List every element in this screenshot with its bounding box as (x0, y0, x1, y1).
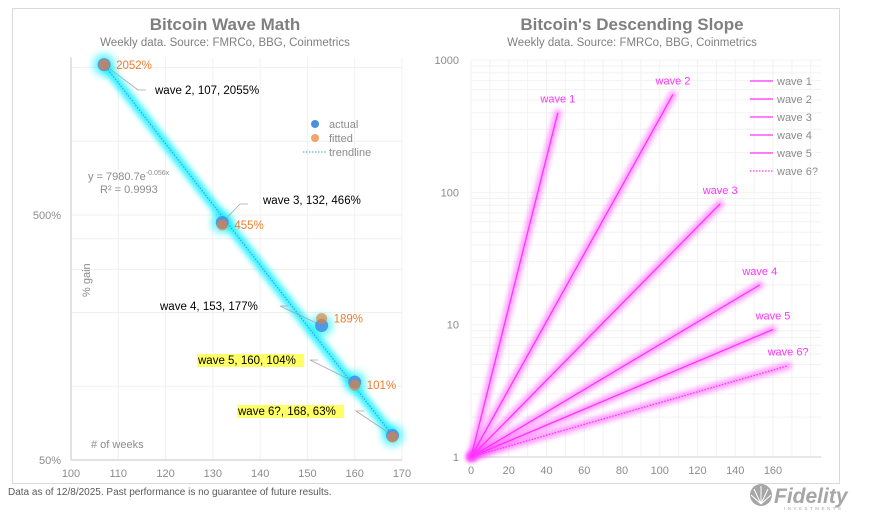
x-tick-label: 140 (726, 465, 744, 477)
fitted-label: 101% (367, 380, 396, 392)
series-label: wave 6? (767, 347, 809, 359)
x-tick-label: 100 (62, 468, 80, 480)
x-tick-label: 150 (298, 468, 316, 480)
series-label: wave 3 (702, 185, 738, 197)
x-tick-label: 0 (468, 465, 474, 477)
series-line (470, 328, 774, 458)
legend-trendline-label: trendline (329, 147, 371, 159)
legend-label: wave 3 (776, 112, 812, 124)
legend-label: wave 6? (776, 166, 818, 178)
annotation-leader (103, 64, 146, 91)
right-chart-title: Bitcoin's Descending Slope (520, 15, 743, 34)
y-tick-label: 100 (441, 187, 459, 199)
annotation-leader (309, 359, 355, 383)
y-tick-label: 10 (447, 320, 459, 332)
annotation-label: wave 2, 107, 2055% (154, 85, 259, 97)
x-tick-label: 80 (616, 465, 628, 477)
x-tick-label: 40 (540, 465, 552, 477)
legend-label: wave 1 (776, 76, 812, 88)
trendline (103, 64, 393, 436)
annotation-label: wave 4, 153, 177% (159, 301, 258, 313)
x-tick-label: 140 (251, 468, 269, 480)
y-tick-label: 50% (39, 455, 61, 467)
annotation-label: wave 6?, 168, 63% (237, 406, 336, 418)
fitted-label: 2052% (116, 60, 152, 72)
x-tick-label: 120 (156, 468, 174, 480)
x-tick-label: 160 (764, 465, 782, 477)
equation-exponent: -0.056x (146, 170, 170, 177)
annotation-leader (354, 410, 393, 436)
series-line (470, 284, 761, 458)
fitted-point (387, 431, 399, 443)
legend-fitted-label: fitted (329, 133, 353, 145)
series-label: wave 1 (539, 94, 575, 106)
legend-actual-label: actual (329, 119, 358, 131)
legend-actual-marker (311, 120, 319, 128)
fitted-point (98, 59, 110, 71)
left-chart-title: Bitcoin Wave Math (150, 15, 301, 34)
series-line (470, 365, 789, 458)
fidelity-logo: Fidelity INVESTMENTS (748, 482, 872, 512)
x-axis-title: # of weeks (91, 439, 144, 451)
svg-text:INVESTMENTS: INVESTMENTS (784, 506, 844, 511)
legend-label: wave 2 (776, 94, 812, 106)
annotation-leader (279, 305, 322, 326)
annotation-leader (222, 203, 248, 223)
annotation-label: wave 3, 132, 466% (262, 195, 361, 207)
x-tick-label: 110 (110, 468, 128, 480)
series-label: wave 5 (755, 310, 791, 322)
annotation-highlight (237, 405, 345, 418)
series-line (470, 94, 674, 458)
y-axis-title: % gain (81, 263, 93, 297)
x-tick-label: 60 (578, 465, 590, 477)
r-squared: R² = 0.9993 (100, 184, 158, 196)
left-chart-subtitle: Weekly data. Source: FMRCo, BBG, Coinmet… (100, 37, 350, 49)
annotation-highlight (197, 354, 305, 367)
x-tick-label: 160 (346, 468, 364, 480)
series-label: wave 2 (655, 75, 691, 87)
x-tick-label: 130 (204, 468, 222, 480)
y-tick-label: 1000 (435, 55, 459, 67)
x-tick-label: 170 (393, 468, 411, 480)
trendline-equation: y = 7980.7e-0.056x (88, 170, 170, 183)
annotation-label: wave 5, 160, 104% (197, 355, 296, 367)
chart-frame (12, 8, 840, 484)
x-tick-label: 100 (651, 465, 669, 477)
fitted-point (216, 219, 228, 231)
legend-label: wave 4 (776, 130, 812, 142)
fitted-point (316, 313, 328, 325)
svg-text:Fidelity: Fidelity (774, 485, 849, 508)
series-label: wave 4 (741, 266, 777, 278)
series-line (470, 112, 559, 458)
right-chart-subtitle: Weekly data. Source: FMRCo, BBG, Coinmet… (507, 37, 757, 49)
fitted-point (349, 379, 361, 391)
series-line (470, 203, 721, 458)
x-tick-label: 20 (503, 465, 515, 477)
fitted-label: 189% (334, 314, 363, 326)
fitted-label: 455% (234, 220, 263, 232)
disclaimer-footer: Data as of 12/8/2025. Past performance i… (8, 487, 332, 498)
y-tick-label: 500% (33, 210, 61, 222)
equation-base: y = 7980.7e (88, 171, 146, 183)
legend-fitted-marker (311, 134, 319, 142)
x-tick-label: 120 (688, 465, 706, 477)
y-tick-label: 1 (453, 452, 459, 464)
legend-label: wave 5 (776, 148, 812, 160)
